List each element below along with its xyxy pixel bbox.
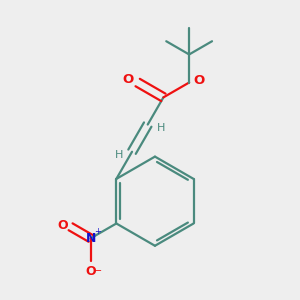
- Text: −: −: [94, 266, 102, 276]
- Text: O: O: [85, 265, 96, 278]
- Text: O: O: [122, 73, 134, 86]
- Text: H: H: [115, 150, 123, 160]
- Text: O: O: [194, 74, 205, 87]
- Text: N: N: [85, 232, 96, 245]
- Text: H: H: [157, 123, 165, 133]
- Text: O: O: [57, 219, 68, 232]
- Text: +: +: [94, 226, 101, 236]
